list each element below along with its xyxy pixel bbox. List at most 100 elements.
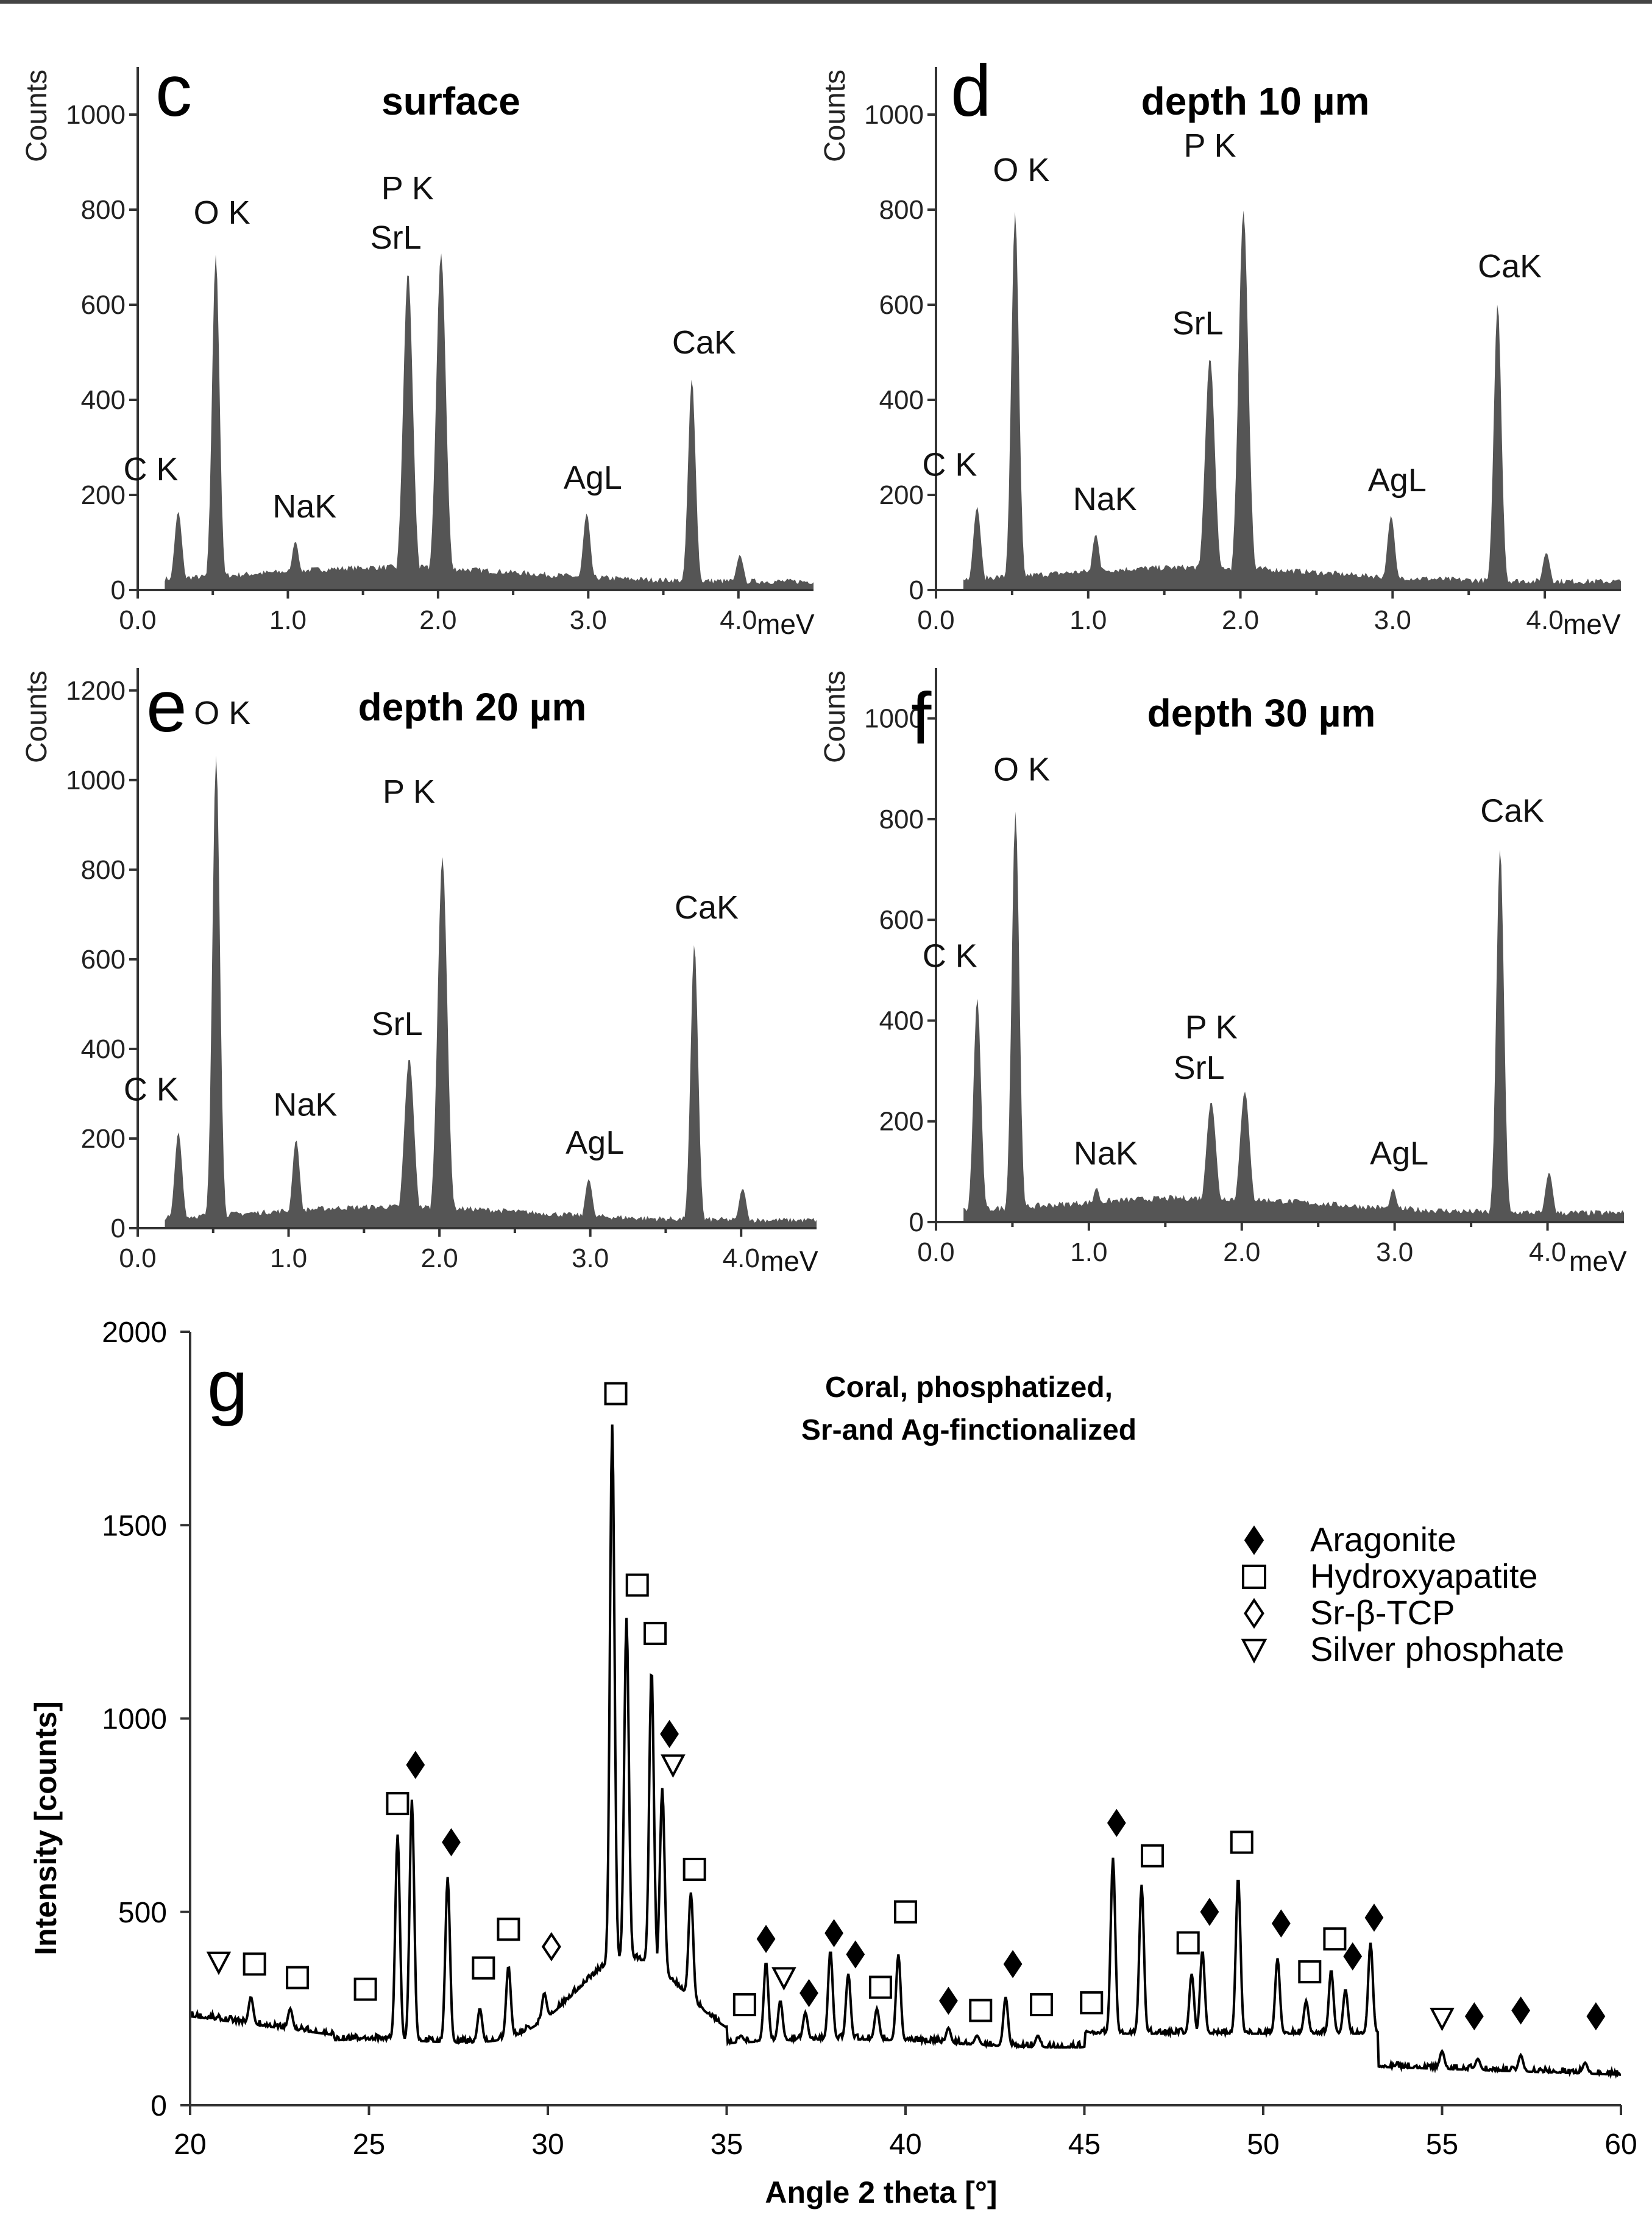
eds-peak-label: SrL (1174, 1050, 1225, 1086)
eds-y-tick-label: 0 (111, 1214, 126, 1243)
eds-peak-label: O K (993, 152, 1049, 188)
xrd-phase-marker-filled-diamond (1107, 1808, 1126, 1837)
panel-letter: f (911, 678, 932, 759)
eds-y-tick-label: 1200 (66, 676, 126, 706)
eds-panel-e: 0 200 400 600 800 1000 1200 0.0 1.0 2.0 3.0 4.0 Coun… (21, 666, 818, 1277)
legend-marker-filled-diamond (1244, 1525, 1264, 1555)
xrd-phase-marker-filled-diamond (824, 1919, 844, 1947)
xrd-phase-marker-open-square (1298, 1960, 1322, 1984)
eds-peak-label: P K (1184, 127, 1236, 164)
eds-x-tick-label: 2.0 (1223, 1237, 1260, 1267)
xrd-phase-marker-open-square (868, 1975, 892, 1999)
xrd-y-tick-label: 500 (118, 1897, 167, 1929)
eds-y-tick-label: 600 (81, 945, 126, 975)
eds-panel-d: 0 200 400 600 800 1000 0.0 1.0 2.0 3.0 4.0 Counts me… (819, 50, 1621, 640)
legend-label: Sr-β-TCP (1310, 1593, 1455, 1632)
eds-y-tick-label: 1000 (66, 100, 126, 130)
eds-peak-label: AgL (565, 1125, 624, 1161)
eds-y-tick-label: 200 (879, 1107, 924, 1137)
eds-x-tick-label: 0.0 (119, 605, 156, 635)
xrd-phase-marker-filled-diamond (756, 1925, 776, 1953)
eds-y-tick-label: 200 (81, 480, 126, 510)
eds-peak-label: C K (922, 446, 977, 483)
xrd-phase-marker-open-square (1141, 1844, 1165, 1868)
eds-y-tick-label: 400 (879, 1006, 924, 1036)
xrd-pattern-line (190, 1424, 1622, 2080)
eds-x-tick-label: 3.0 (570, 605, 607, 635)
eds-x-unit-label: meV (1569, 1245, 1627, 1277)
eds-peak-label: C K (124, 1072, 179, 1108)
eds-peak-label: SrL (372, 1006, 423, 1042)
eds-peak-label: C K (124, 451, 179, 488)
xrd-phase-marker-open-square (286, 1966, 310, 1989)
xrd-x-tick-label: 30 (531, 2128, 564, 2161)
eds-x-tick-label: 2.0 (419, 605, 456, 635)
eds-peak-label: P K (1185, 1009, 1238, 1045)
eds-y-axis-label: Counts (819, 670, 851, 763)
eds-x-tick-label: 2.0 (421, 1243, 458, 1273)
eds-x-unit-label: meV (1563, 608, 1621, 640)
xrd-phase-marker-open-square (643, 1621, 667, 1645)
xrd-phase-marker-open-square (1080, 1991, 1104, 2014)
eds-x-tick-label: 4.0 (720, 605, 757, 635)
legend-marker-open-square (1242, 1565, 1266, 1589)
xrd-phase-marker-open-triangle-down (1430, 2007, 1455, 2031)
eds-y-tick-label: 800 (879, 195, 924, 225)
xrd-y-tick-label: 2000 (102, 1317, 167, 1349)
eds-peak-label: CaK (672, 324, 736, 361)
legend-marker-open-triangle-down (1241, 1638, 1267, 1664)
eds-peak-label: P K (381, 170, 434, 207)
xrd-phase-marker-filled-diamond (1271, 1909, 1291, 1938)
eds-y-tick-label: 0 (111, 575, 126, 605)
eds-peak-label: O K (993, 752, 1050, 788)
xrd-phase-marker-open-square (497, 1918, 520, 1941)
eds-peak-label: P K (383, 773, 435, 810)
eds-y-axis-label: Counts (21, 69, 53, 162)
xrd-x-tick-label: 45 (1068, 2128, 1101, 2161)
panel-title: depth 30 µm (1147, 691, 1376, 735)
eds-panel-c: 0 200 400 600 800 1000 0.0 1.0 2.0 3.0 4.0 Counts me… (21, 50, 815, 640)
xrd-phase-marker-open-triangle-down (661, 1754, 686, 1778)
xrd-phase-marker-filled-diamond (1464, 2002, 1484, 2031)
eds-peak-label: CaK (675, 889, 739, 926)
eds-x-tick-label: 0.0 (119, 1243, 156, 1273)
xrd-phase-marker-filled-diamond (1364, 1903, 1384, 1932)
eds-y-tick-label: 200 (879, 480, 924, 510)
legend-label: Aragonite (1310, 1520, 1456, 1559)
xrd-x-tick-label: 35 (711, 2128, 743, 2161)
eds-y-tick-label: 200 (81, 1124, 126, 1154)
eds-peak-label: NaK (272, 488, 336, 525)
xrd-phase-marker-open-square (1176, 1931, 1200, 1955)
eds-x-tick-label: 2.0 (1222, 605, 1259, 635)
xrd-y-tick-label: 1500 (102, 1510, 167, 1542)
legend-marker-open-diamond (1244, 1598, 1264, 1629)
eds-x-unit-label: meV (757, 608, 815, 640)
eds-x-tick-label: 1.0 (269, 605, 307, 635)
xrd-phase-marker-open-diamond (541, 1932, 561, 1961)
xrd-phase-marker-filled-diamond (1200, 1897, 1219, 1926)
eds-y-tick-label: 400 (81, 385, 126, 415)
panel-title: depth 10 µm (1141, 79, 1370, 123)
eds-peak-label: SrL (370, 219, 422, 256)
panel-title: surface (381, 79, 520, 123)
xrd-phase-marker-open-square (386, 1792, 409, 1816)
xrd-y-tick-label: 0 (151, 2090, 167, 2122)
xrd-phase-marker-filled-diamond (799, 1978, 818, 2008)
eds-y-tick-label: 1000 (66, 766, 126, 795)
xrd-phase-marker-open-square (1323, 1927, 1347, 1951)
xrd-phase-marker-filled-diamond (406, 1751, 425, 1779)
xrd-phase-marker-filled-diamond (939, 1986, 958, 2015)
eds-y-tick-label: 400 (81, 1034, 126, 1064)
eds-x-tick-label: 1.0 (270, 1243, 307, 1273)
xrd-phase-marker-filled-diamond (1343, 1942, 1363, 1971)
xrd-phase-marker-open-square (969, 1999, 993, 2022)
xrd-x-tick-label: 20 (174, 2128, 206, 2161)
legend-label: Hydroxyapatite (1310, 1557, 1538, 1595)
eds-panel-f: 0 200 400 600 800 1000 0.0 1.0 2.0 3.0 4.0 Counts me… (819, 668, 1627, 1277)
eds-y-tick-label: 800 (81, 855, 126, 885)
panel-letter: e (146, 666, 187, 747)
xrd-phase-marker-filled-diamond (1586, 2002, 1606, 2031)
panel-letter: c (155, 50, 192, 132)
